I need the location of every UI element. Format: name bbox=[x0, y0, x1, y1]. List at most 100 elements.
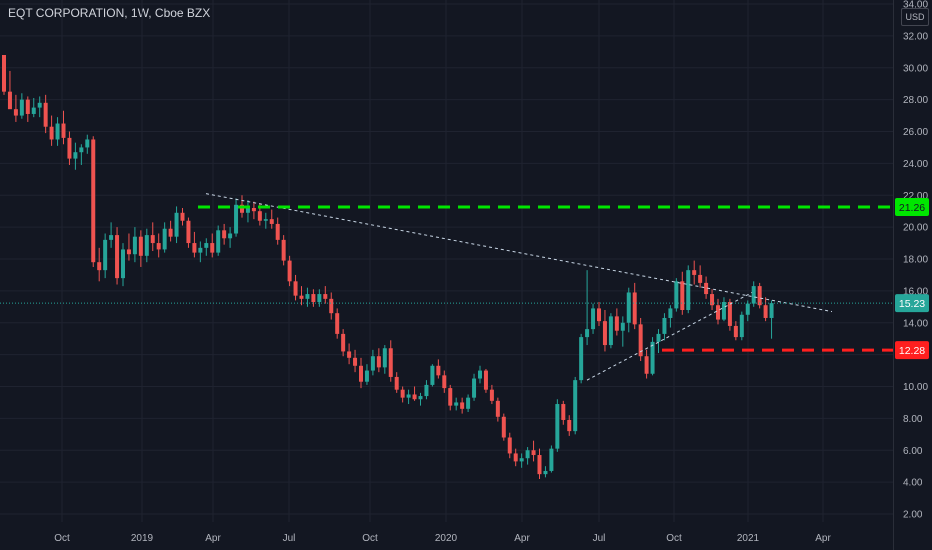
candle-body bbox=[573, 380, 578, 432]
candle-body bbox=[31, 107, 36, 114]
candle-body bbox=[680, 281, 685, 310]
candle-body bbox=[2, 55, 6, 92]
x-tick-label: Oct bbox=[666, 533, 682, 544]
candle-body bbox=[501, 416, 506, 438]
candle-body bbox=[448, 388, 453, 406]
candle-body bbox=[686, 270, 691, 310]
candle-body bbox=[222, 230, 227, 239]
candle-body bbox=[436, 365, 441, 376]
y-tick-label: 30.00 bbox=[903, 63, 928, 74]
candle-body bbox=[430, 365, 435, 385]
candle-body bbox=[757, 286, 762, 306]
candle-body bbox=[210, 243, 215, 253]
candle-body bbox=[49, 126, 54, 140]
candle-body bbox=[329, 298, 334, 314]
candle-body bbox=[388, 348, 393, 377]
candle-body bbox=[168, 228, 173, 237]
candle-body bbox=[632, 292, 637, 325]
x-tick-label: Oct bbox=[362, 533, 378, 544]
y-tick-label: 10.00 bbox=[903, 382, 928, 393]
candle-body bbox=[192, 243, 197, 253]
candle-body bbox=[608, 316, 613, 346]
candle-body bbox=[483, 370, 488, 390]
y-tick-label: 6.00 bbox=[903, 446, 923, 457]
resistance-price-label: 21.26 bbox=[899, 202, 925, 214]
candle-body bbox=[317, 294, 322, 303]
candle-body bbox=[489, 389, 494, 401]
price-scale-divider bbox=[893, 0, 894, 550]
candle-body bbox=[638, 324, 643, 357]
currency-label: USD bbox=[901, 8, 929, 26]
candle-body bbox=[180, 212, 185, 221]
candle-body bbox=[543, 470, 548, 475]
candle-body bbox=[597, 308, 601, 322]
candle-body bbox=[85, 139, 90, 148]
candle-body bbox=[13, 109, 18, 116]
candle-body bbox=[234, 204, 239, 234]
candle-body bbox=[79, 147, 84, 153]
candle-body bbox=[620, 322, 625, 331]
candle-body bbox=[567, 419, 572, 432]
candle-body bbox=[769, 303, 774, 318]
y-tick-label: 22.00 bbox=[903, 191, 928, 202]
x-tick-label: 2019 bbox=[131, 533, 154, 544]
candle-body bbox=[513, 453, 518, 462]
candle-body bbox=[61, 123, 66, 138]
candle-body bbox=[674, 281, 679, 309]
candle-body bbox=[418, 396, 423, 400]
y-tick-label: 2.00 bbox=[903, 510, 923, 521]
candle-body bbox=[364, 370, 369, 382]
candle-body bbox=[370, 356, 375, 371]
y-tick-label: 18.00 bbox=[903, 255, 928, 266]
candle-body bbox=[359, 365, 363, 382]
candle-body bbox=[186, 220, 191, 244]
candle-body bbox=[626, 292, 631, 323]
candle-body bbox=[174, 212, 179, 237]
candle-body bbox=[43, 102, 48, 127]
candle-body bbox=[240, 204, 244, 213]
ascending-trendline bbox=[586, 292, 753, 381]
candle-body bbox=[347, 351, 352, 358]
x-tick-label: Jul bbox=[283, 533, 296, 544]
candle-body bbox=[216, 230, 221, 253]
candle-body bbox=[257, 211, 262, 221]
y-tick-label: 16.00 bbox=[903, 286, 928, 297]
candle-body bbox=[460, 402, 465, 409]
candle-body bbox=[561, 404, 566, 420]
y-tick-label: 4.00 bbox=[903, 478, 923, 489]
candle-body bbox=[495, 400, 500, 417]
x-tick-label: Oct bbox=[54, 533, 70, 544]
resistance-price-label-bg bbox=[895, 198, 929, 217]
candle-body bbox=[109, 235, 114, 240]
x-tick-label: Apr bbox=[815, 533, 831, 544]
candle-body bbox=[745, 303, 750, 315]
candle-body bbox=[251, 208, 256, 212]
candle-body bbox=[382, 348, 387, 368]
candle-body bbox=[19, 99, 24, 116]
candle-body bbox=[55, 123, 60, 140]
candle-body bbox=[162, 228, 167, 250]
candle-body bbox=[424, 384, 429, 397]
candle-body bbox=[269, 219, 274, 224]
candle-body bbox=[132, 236, 137, 255]
candle-body bbox=[710, 294, 715, 306]
candle-body bbox=[311, 294, 316, 303]
y-tick-label: 24.00 bbox=[903, 159, 928, 170]
x-tick-label: Apr bbox=[514, 533, 530, 544]
current-price-label: 15.23 bbox=[899, 298, 925, 310]
candle-body bbox=[644, 356, 649, 374]
candle-body bbox=[144, 235, 149, 256]
candle-body bbox=[73, 152, 78, 159]
candle-body bbox=[198, 247, 203, 253]
candle-body bbox=[650, 341, 655, 374]
candle-body bbox=[37, 102, 42, 108]
x-tick-label: 2021 bbox=[737, 533, 760, 544]
candle-body bbox=[662, 317, 667, 334]
candle-body bbox=[406, 394, 411, 398]
current-price-label-bg bbox=[895, 294, 929, 313]
y-tick-label: 14.00 bbox=[903, 318, 928, 329]
descending-trendline bbox=[205, 193, 833, 313]
candle-body bbox=[150, 235, 155, 244]
candle-body bbox=[614, 316, 619, 331]
